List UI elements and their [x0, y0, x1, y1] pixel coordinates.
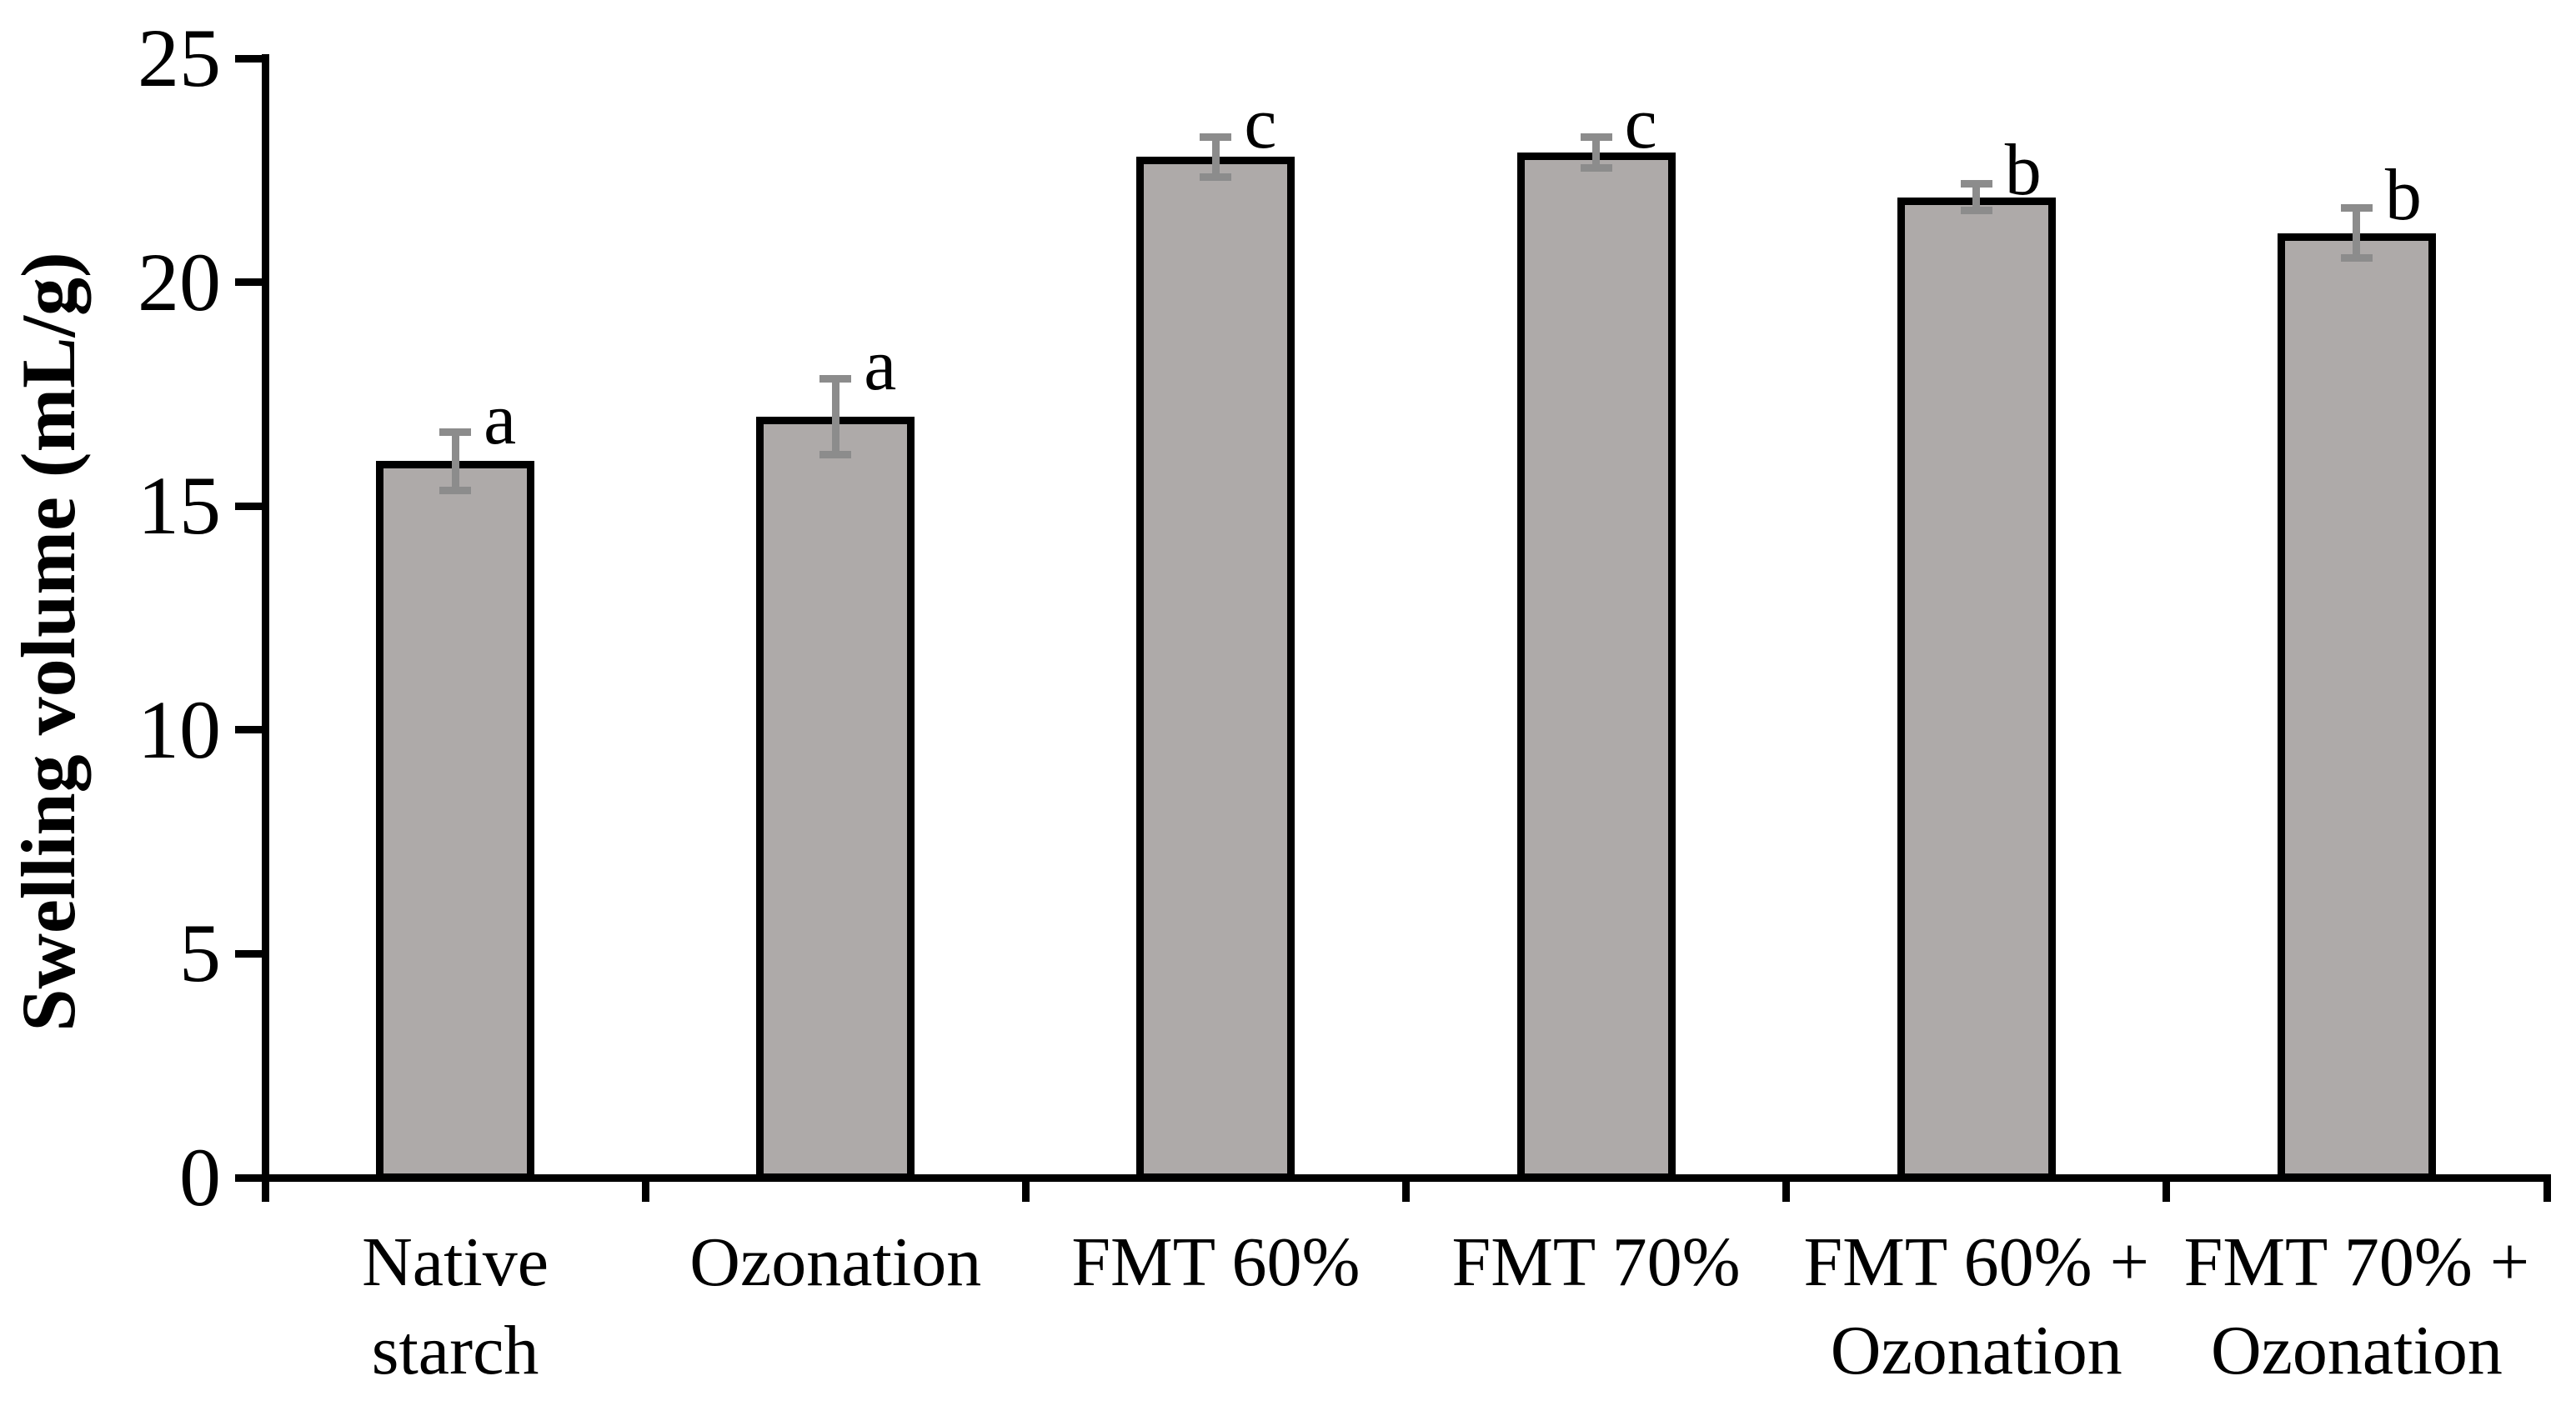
- error-bar-stem: [451, 432, 459, 491]
- category-label-line: Ozonation: [2210, 1312, 2503, 1389]
- error-bar-stem: [831, 378, 839, 455]
- category-label: FMT 60%: [999, 1218, 1432, 1307]
- error-bar-stem: [1211, 137, 1220, 178]
- category-label-line: FMT 60% +: [1803, 1223, 2150, 1301]
- y-tick: [234, 1173, 262, 1182]
- significance-letter: c: [1624, 83, 1657, 164]
- x-tick: [1402, 1173, 1410, 1202]
- y-tick: [234, 949, 262, 958]
- y-tick: [234, 502, 262, 510]
- error-bar-top-cap: [2340, 204, 2373, 213]
- bar: [1516, 152, 1676, 1182]
- y-tick-label: 15: [138, 459, 221, 553]
- category-label-line: Ozonation: [1830, 1312, 2122, 1389]
- category-label: Ozonation: [619, 1218, 1052, 1307]
- bar: [1897, 197, 2056, 1182]
- significance-letter: b: [2004, 130, 2042, 212]
- bar: [1136, 157, 1296, 1182]
- x-tick: [641, 1173, 649, 1202]
- error-bar-top-cap: [439, 428, 472, 437]
- category-label-line: FMT 60%: [1071, 1223, 1361, 1301]
- x-tick: [2163, 1173, 2171, 1202]
- error-bar-stem: [1592, 137, 1601, 168]
- x-tick: [261, 1173, 269, 1202]
- category-label-line: Native: [362, 1223, 549, 1301]
- category-label: FMT 60% + Ozonation: [1760, 1218, 2193, 1395]
- y-tick: [234, 54, 262, 63]
- error-bar-bottom-cap: [439, 486, 472, 494]
- significance-letter: b: [2384, 154, 2422, 236]
- significance-letter: a: [484, 378, 517, 460]
- bar: [376, 461, 535, 1182]
- error-bar-top-cap: [1960, 179, 1992, 188]
- category-label: Native starch: [238, 1218, 672, 1395]
- error-bar-top-cap: [1580, 133, 1612, 141]
- error-bar-bottom-cap: [819, 450, 852, 458]
- x-tick: [1782, 1173, 1791, 1202]
- significance-letter: c: [1244, 83, 1277, 164]
- category-label-line: Ozonation: [689, 1223, 982, 1301]
- significance-letter: a: [864, 325, 897, 407]
- error-bar-stem: [2353, 208, 2361, 258]
- error-bar-top-cap: [819, 374, 852, 383]
- y-tick-label: 5: [179, 907, 221, 1000]
- y-tick: [234, 726, 262, 734]
- category-label-line: starch: [371, 1312, 539, 1389]
- x-tick: [2543, 1173, 2551, 1202]
- error-bar-stem: [1972, 183, 1981, 211]
- category-label: FMT 70%: [1380, 1218, 1813, 1307]
- y-tick-label: 25: [138, 12, 221, 104]
- x-tick: [1021, 1173, 1030, 1202]
- y-axis-line: [261, 54, 269, 1200]
- error-bar-bottom-cap: [1200, 173, 1232, 181]
- bar: [756, 416, 915, 1182]
- error-bar-top-cap: [1200, 133, 1232, 141]
- error-bar-bottom-cap: [1580, 164, 1612, 173]
- y-tick: [234, 278, 262, 287]
- category-label-line: FMT 70%: [1451, 1223, 1741, 1301]
- error-bar-bottom-cap: [2340, 253, 2373, 262]
- y-tick-label: 20: [138, 235, 221, 328]
- category-label-line: FMT 70% +: [2183, 1223, 2530, 1301]
- error-bar-bottom-cap: [1960, 207, 1992, 215]
- category-label: FMT 70% + Ozonation: [2140, 1218, 2573, 1395]
- y-tick-label: 0: [179, 1131, 221, 1223]
- y-tick-label: 10: [138, 683, 221, 776]
- bar: [2277, 233, 2436, 1182]
